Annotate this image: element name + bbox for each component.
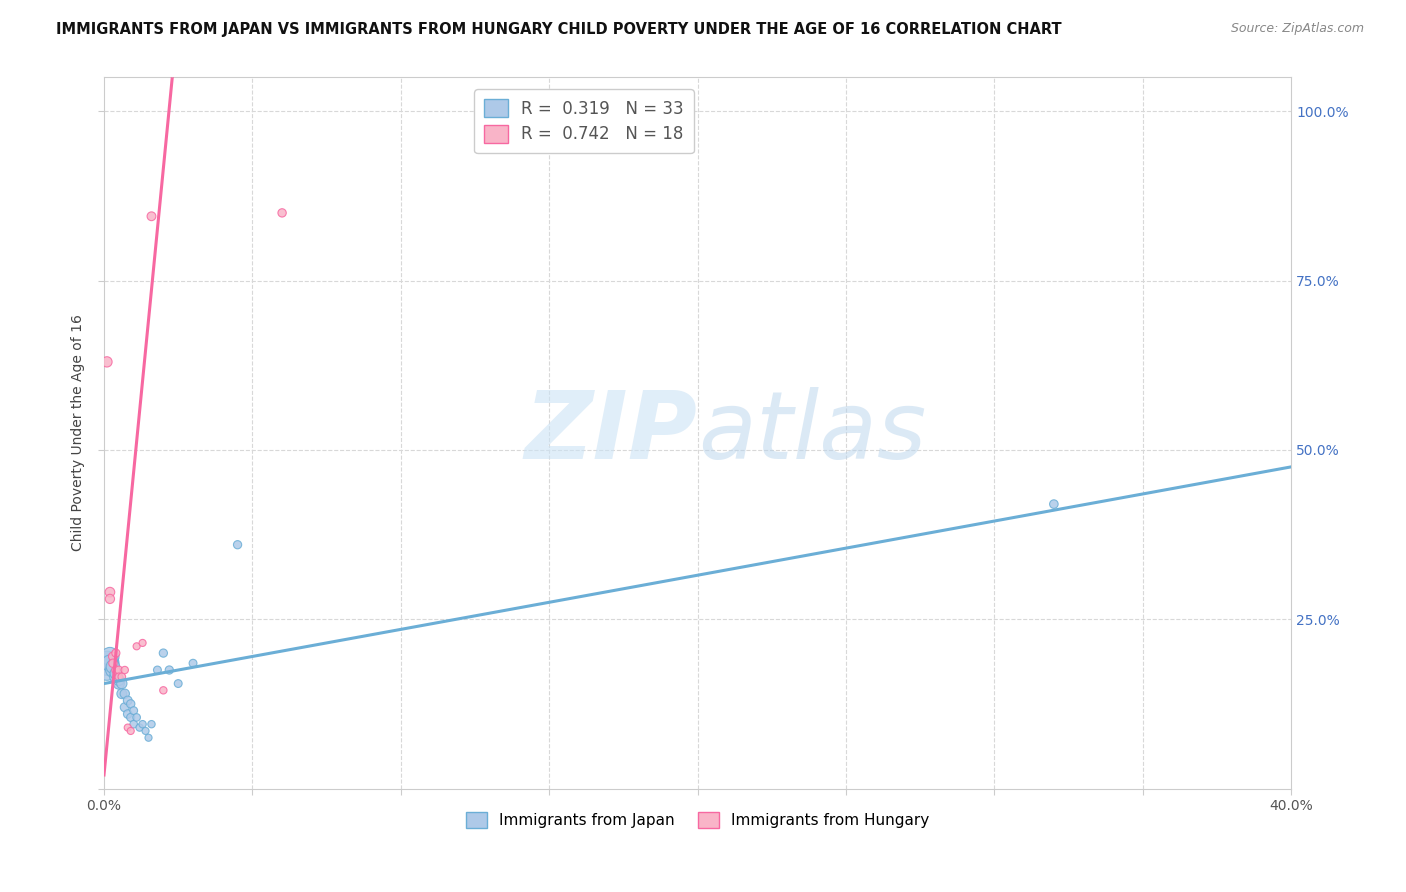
Point bbox=[98, 649, 121, 664]
Point bbox=[120, 710, 142, 724]
Point bbox=[152, 646, 174, 660]
Point bbox=[104, 666, 127, 681]
Point bbox=[111, 687, 134, 701]
Point bbox=[117, 706, 139, 721]
Text: IMMIGRANTS FROM JAPAN VS IMMIGRANTS FROM HUNGARY CHILD POVERTY UNDER THE AGE OF : IMMIGRANTS FROM JAPAN VS IMMIGRANTS FROM… bbox=[56, 22, 1062, 37]
Point bbox=[111, 670, 134, 684]
Point bbox=[114, 687, 136, 701]
Point bbox=[111, 676, 134, 690]
Point bbox=[108, 663, 131, 677]
Point bbox=[117, 721, 139, 735]
Point bbox=[226, 538, 249, 552]
Point bbox=[141, 717, 163, 731]
Point bbox=[96, 355, 118, 369]
Point bbox=[141, 209, 163, 223]
Point bbox=[98, 657, 121, 671]
Point bbox=[120, 723, 142, 738]
Point bbox=[96, 663, 118, 677]
Point bbox=[101, 657, 124, 671]
Point bbox=[104, 663, 127, 677]
Point bbox=[167, 676, 190, 690]
Legend: Immigrants from Japan, Immigrants from Hungary: Immigrants from Japan, Immigrants from H… bbox=[460, 806, 936, 834]
Point bbox=[146, 663, 169, 677]
Y-axis label: Child Poverty Under the Age of 16: Child Poverty Under the Age of 16 bbox=[72, 315, 86, 551]
Point bbox=[271, 206, 294, 220]
Point bbox=[152, 683, 174, 698]
Point bbox=[181, 657, 204, 671]
Point bbox=[96, 657, 118, 671]
Point bbox=[131, 717, 153, 731]
Point bbox=[108, 673, 131, 688]
Point bbox=[98, 591, 121, 606]
Point bbox=[101, 649, 124, 664]
Point bbox=[114, 663, 136, 677]
Point bbox=[128, 721, 150, 735]
Point bbox=[98, 585, 121, 599]
Point bbox=[117, 693, 139, 707]
Point bbox=[157, 663, 180, 677]
Text: Source: ZipAtlas.com: Source: ZipAtlas.com bbox=[1230, 22, 1364, 36]
Point bbox=[108, 670, 131, 684]
Point bbox=[122, 704, 145, 718]
Point bbox=[1043, 497, 1066, 511]
Point bbox=[125, 640, 148, 654]
Point bbox=[122, 717, 145, 731]
Point bbox=[135, 723, 157, 738]
Point bbox=[108, 676, 131, 690]
Text: atlas: atlas bbox=[697, 387, 927, 478]
Point bbox=[104, 670, 127, 684]
Point bbox=[101, 663, 124, 677]
Text: ZIP: ZIP bbox=[524, 387, 697, 479]
Point bbox=[101, 659, 124, 673]
Point bbox=[125, 710, 148, 724]
Point bbox=[138, 731, 160, 745]
Point bbox=[114, 700, 136, 714]
Point bbox=[131, 636, 153, 650]
Point bbox=[104, 646, 127, 660]
Point bbox=[120, 697, 142, 711]
